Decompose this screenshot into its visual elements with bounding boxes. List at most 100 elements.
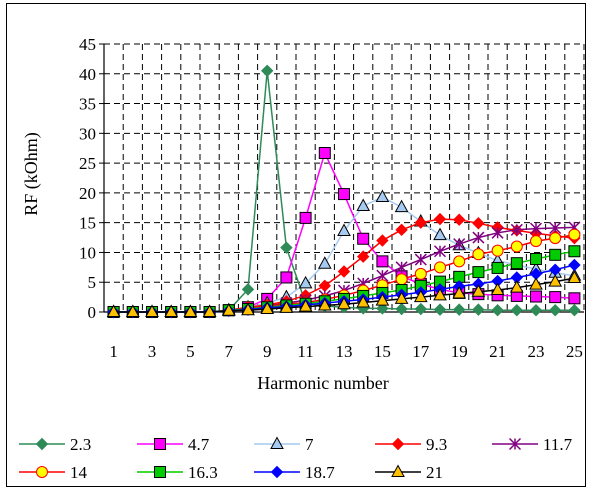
x-tick-label: 3 [148,342,157,361]
legend-label: 2.3 [70,435,91,454]
x-tick-label: 7 [225,342,234,361]
legend-item-4-7: 4.7 [137,435,210,454]
data-point [454,304,465,315]
y-tick-label: 5 [88,273,97,292]
data-point [396,201,408,212]
data-point [531,291,542,302]
legend-marker [37,467,48,478]
x-tick-label: 13 [336,342,353,361]
y-tick-label: 35 [79,95,96,114]
y-tick-label: 45 [79,35,96,54]
data-point [281,242,292,253]
data-point [319,257,331,268]
y-tick-label: 15 [79,214,96,233]
data-point [492,262,503,273]
legend-item-21: 21 [375,463,443,482]
y-tick-label: 40 [79,65,96,84]
data-point [415,268,426,279]
data-point [415,254,426,265]
data-point [569,259,580,270]
legend-marker [392,466,404,477]
data-point [319,147,330,158]
data-point [473,304,484,315]
data-point [531,305,542,316]
data-point [377,256,388,267]
x-tick-label: 5 [186,342,195,361]
data-point [396,262,407,273]
data-point [550,233,561,244]
legend-label: 16.3 [188,463,218,482]
legend-label: 14 [70,463,88,482]
data-point [396,224,407,235]
legend-marker [37,439,48,450]
legend-item-7: 7 [254,435,314,454]
data-point [569,305,580,316]
legend-label: 7 [305,435,314,454]
data-point [434,229,446,240]
data-point [435,246,446,257]
data-point [473,267,484,278]
data-point [511,305,522,316]
data-point [300,212,311,223]
data-point [569,229,580,240]
data-point [550,305,561,316]
data-point [415,304,426,315]
data-point [511,258,522,269]
data-point [531,253,542,264]
data-point [511,241,522,252]
y-tick-label: 0 [88,303,97,322]
x-axis-title: Harmonic number [257,373,388,393]
data-point [473,249,484,260]
legend-item-14: 14 [19,463,88,482]
data-point [473,218,484,229]
data-point [396,274,407,285]
legend-marker [272,467,283,478]
legend-marker [393,439,404,450]
x-tick-label: 25 [566,342,583,361]
legend-item-16-3: 16.3 [137,463,218,482]
x-tick-label: 23 [528,342,545,361]
legend-label: 9.3 [426,435,447,454]
data-point [550,292,561,303]
legend-label: 4.7 [188,435,210,454]
x-tick-label: 9 [263,342,272,361]
legend-item-11-7: 11.7 [492,435,573,454]
data-point [281,272,292,283]
x-tick-label: 11 [297,342,313,361]
data-point [454,214,465,225]
data-point [435,262,446,273]
data-point [357,199,369,210]
legend-marker [155,467,166,478]
data-point [396,304,407,315]
data-point [454,256,465,267]
data-point [569,293,580,304]
data-point [376,191,388,202]
data-point [492,305,503,316]
x-tick-label: 1 [109,342,118,361]
legend-label: 21 [426,463,443,482]
x-tick-label: 15 [374,342,391,361]
data-point [262,65,273,76]
chart-frame: 0 5 10 15 20 25 30 35 40 45 1 3 5 7 9 11 13 15 17 19 21 23 25 … [6,3,586,487]
data-point [550,249,561,260]
y-tick-label: 20 [79,184,96,203]
y-tick-label: 25 [79,154,96,173]
x-tick-label: 21 [489,342,506,361]
legend-label: 11.7 [543,435,573,454]
data-point [358,233,369,244]
y-axis-title: RF (kOhm) [21,132,42,216]
y-tick-label: 30 [79,124,96,143]
legend-label: 18.7 [305,463,335,482]
data-point [492,245,503,256]
legend-marker [155,439,166,450]
legend: 2.3 4.7 7 9.3 11.7 14 16.3 18.7 21 [19,435,573,482]
data-point [339,189,350,200]
x-tick-label: 19 [451,342,468,361]
y-tick-label: 10 [79,243,96,262]
legend-item-9-3: 9.3 [375,435,447,454]
data-point [569,246,580,257]
legend-item-18-7: 18.7 [254,463,335,482]
data-point [531,236,542,247]
data-point [435,304,446,315]
